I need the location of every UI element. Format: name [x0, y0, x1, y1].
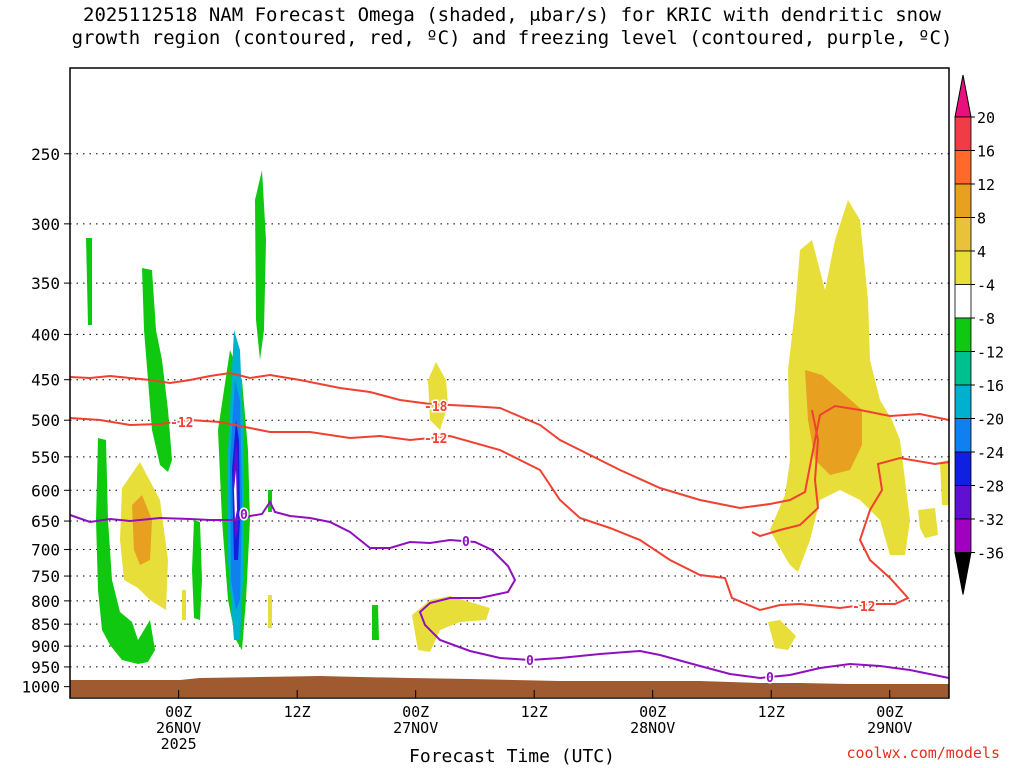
colorbar-label: 16	[977, 143, 995, 161]
omega-shading	[86, 170, 949, 664]
colorbar-label: -36	[977, 545, 1004, 563]
colorbar-label: -20	[977, 411, 1004, 429]
y-tick-label: 1000	[21, 678, 60, 697]
colorbar-swatch	[954, 317, 972, 352]
chart-title: 2025112518 NAM Forecast Omega (shaded, μ…	[0, 4, 1024, 50]
dgz-contours	[69, 371, 950, 612]
plot-frame	[69, 67, 950, 699]
colorbar-swatch	[954, 284, 972, 319]
x-tick-label: 2025	[161, 735, 197, 753]
x-tick-label: 28NOV	[630, 719, 675, 737]
omega-green-region	[142, 268, 172, 472]
y-tick-label: 900	[31, 637, 60, 656]
omega-yellow-region	[428, 362, 448, 430]
title-line-2: growth region (contoured, red, ºC) and f…	[71, 27, 953, 49]
colorbar-bottom-arrow	[954, 552, 972, 595]
colorbar-swatch	[954, 485, 972, 520]
x-tick-label: 00Z	[876, 703, 903, 721]
omega-green-region	[192, 520, 202, 620]
freezing-label: 0	[766, 671, 774, 686]
colorbar-label: -4	[977, 277, 995, 295]
x-tick-label: 00Z	[402, 703, 429, 721]
y-tick-label: 300	[31, 215, 60, 234]
y-tick-label: 400	[31, 325, 60, 344]
colorbar-swatch	[954, 351, 972, 386]
omega-yellow-region	[768, 620, 796, 650]
colorbar-swatch	[954, 384, 972, 419]
credit-text: coolwx.com/models	[846, 744, 1000, 762]
colorbar-label: -32	[977, 511, 1004, 529]
terrain-band	[70, 676, 949, 697]
freezing-label: 0	[240, 508, 248, 523]
colorbar-swatch	[954, 150, 972, 185]
y-tick-label: 650	[31, 512, 60, 531]
dgz-label: -12	[170, 416, 193, 431]
x-tick-label: 12Z	[758, 703, 785, 721]
colorbar-label: 8	[977, 210, 986, 228]
colorbar-swatch	[954, 217, 972, 252]
omega-green-region	[255, 170, 266, 360]
dgz-contour-inner	[751, 409, 820, 538]
colorbar-swatch	[954, 518, 972, 553]
x-tick-label: 00Z	[165, 703, 192, 721]
omega-green-region	[372, 605, 379, 640]
colorbar-label: -8	[977, 310, 995, 328]
colorbar-swatch	[954, 183, 972, 218]
x-tick-label: 00Z	[639, 703, 666, 721]
dgz-contour-minus12-lower	[69, 417, 950, 612]
colorbar-swatch	[954, 116, 972, 151]
colorbar-label: 4	[977, 243, 986, 261]
omega-green-region	[96, 438, 155, 664]
y-tick-label: 600	[31, 481, 60, 500]
x-tick-label: 12Z	[284, 703, 311, 721]
colorbar-swatch	[954, 451, 972, 486]
freezing-label: 0	[526, 654, 534, 669]
x-axis-label: Forecast Time (UTC)	[409, 746, 615, 767]
colorbar-label: -24	[977, 444, 1004, 462]
omega-yellow-region	[412, 596, 490, 652]
omega-yellow-region	[918, 508, 938, 538]
omega-yellow-region	[182, 590, 186, 620]
y-tick-label: 850	[31, 615, 60, 634]
title-line-1: 2025112518 NAM Forecast Omega (shaded, μ…	[83, 4, 941, 26]
colorbar-label: -16	[977, 377, 1004, 395]
dgz-label: -18	[424, 400, 448, 415]
freezing-contours	[69, 500, 950, 680]
colorbar-swatch	[954, 250, 972, 285]
x-tick-label: 29NOV	[867, 719, 912, 737]
freezing-contour-0-main	[69, 500, 950, 680]
y-tick-label: 500	[31, 411, 60, 430]
dgz-label: -12	[424, 432, 447, 447]
y-tick-label: 350	[31, 274, 60, 293]
omega-yellow-region	[770, 200, 910, 572]
colorbar-top-arrow	[954, 74, 972, 118]
omega-orange-region	[805, 370, 862, 475]
y-tick-label: 450	[31, 371, 60, 390]
freezing-label: 0	[462, 535, 470, 550]
y-tick-label: 250	[31, 145, 60, 164]
colorbar-label: 20	[977, 109, 995, 127]
omega-white-core	[234, 470, 237, 520]
x-tick-label: 26NOV	[156, 719, 201, 737]
x-tick-label: 27NOV	[393, 719, 438, 737]
y-tick-label: 750	[31, 567, 60, 586]
y-tick-label: 800	[31, 592, 60, 611]
omega-orange-region	[132, 495, 152, 565]
colorbar-label: 12	[977, 176, 995, 194]
y-tick-label: 700	[31, 541, 60, 560]
x-tick-label: 12Z	[521, 703, 548, 721]
omega-yellow-region	[940, 460, 949, 505]
colorbar-label: -12	[977, 344, 1004, 362]
colorbar-swatch	[954, 418, 972, 453]
omega-green-region	[86, 238, 92, 325]
y-tick-label: 550	[31, 448, 60, 467]
omega-yellow-region	[268, 595, 272, 628]
y-tick-label: 950	[31, 658, 60, 677]
colorbar-label: -28	[977, 478, 1004, 496]
dgz-label: -12	[852, 600, 875, 615]
